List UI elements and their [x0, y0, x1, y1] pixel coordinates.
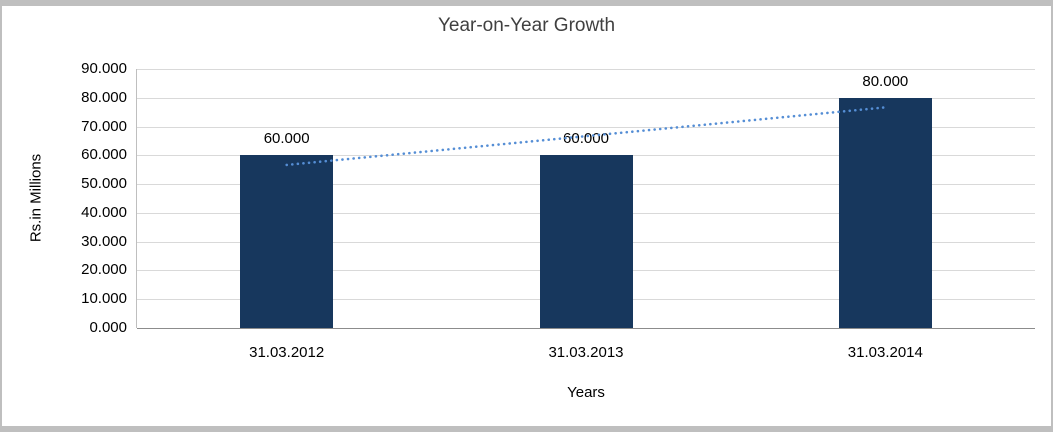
bar: [240, 155, 334, 328]
y-axis-tick-label: 10.000: [81, 290, 127, 308]
y-axis-tick-label: 80.000: [81, 88, 127, 106]
bar-data-label: 60.000: [563, 130, 609, 148]
x-axis-title: Years: [567, 384, 605, 401]
chart-border-right: [1051, 0, 1053, 432]
y-axis-tick-label: 0.000: [89, 319, 127, 336]
y-axis-tick-label: 90.000: [81, 60, 127, 77]
bar-data-label: 60.000: [263, 130, 310, 148]
bar: [539, 155, 633, 328]
y-axis-tick-label: 50.000: [81, 175, 127, 193]
gridline: [137, 97, 1035, 99]
x-axis-tick-label: 31.03.2014: [847, 344, 923, 361]
bar-data-label: 80.000: [862, 72, 909, 90]
y-axis-title: Rs.in Millions: [27, 153, 45, 243]
chart-border-bottom: [0, 426, 1053, 432]
y-axis-tick-label: 60.000: [81, 146, 127, 164]
x-axis-line: [137, 328, 1035, 329]
chart-title: Year-on-Year Growth: [437, 15, 616, 36]
chart-border-top: [0, 0, 1053, 6]
y-axis-tick-label: 40.000: [81, 203, 127, 221]
y-axis-line: [136, 69, 137, 328]
trendline: [285, 106, 887, 167]
bar: [838, 97, 932, 328]
x-axis-tick-label: 31.03.2012: [249, 344, 325, 361]
y-axis-tick-label: 30.000: [81, 232, 127, 250]
y-axis-tick-label: 20.000: [81, 261, 127, 279]
gridline: [137, 126, 1035, 128]
y-axis-tick-label: 70.000: [81, 117, 127, 135]
chart-border-left: [0, 0, 2, 432]
gridline: [137, 69, 1035, 70]
x-axis-tick-label: 31.03.2013: [548, 344, 624, 361]
